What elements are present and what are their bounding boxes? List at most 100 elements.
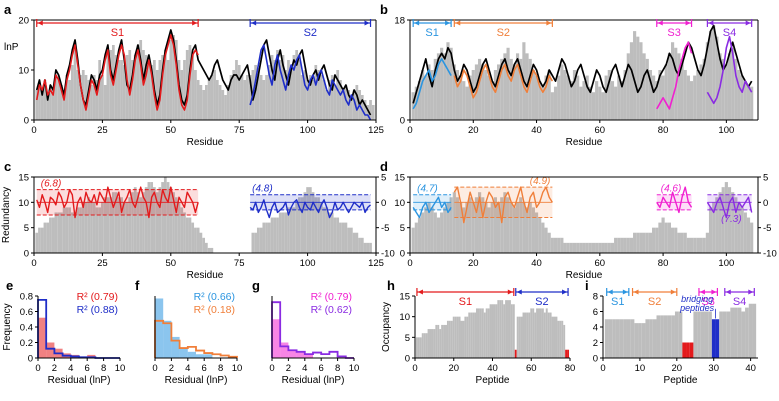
coverage-bar xyxy=(522,202,526,253)
coverage-bar xyxy=(414,222,418,253)
panel-d-axes xyxy=(409,176,759,254)
coverage-bar xyxy=(114,55,118,120)
occupancy-bar xyxy=(526,312,529,358)
y-tick-label: 15 xyxy=(399,292,410,303)
coverage-bar xyxy=(43,222,47,253)
coverage-bar xyxy=(194,227,197,253)
series-line-model xyxy=(412,24,753,104)
coverage-bar xyxy=(740,207,744,253)
coverage-bar xyxy=(598,86,602,120)
y-tick-label: 10 xyxy=(18,66,29,77)
coverage-bar xyxy=(645,58,649,120)
coverage-bar xyxy=(360,95,364,120)
coverage-bar xyxy=(155,70,159,120)
segment-arrowhead-right xyxy=(622,289,628,295)
occupancy-bar xyxy=(419,337,422,358)
coverage-bar xyxy=(73,50,77,120)
x-tick-label: 0 xyxy=(35,363,40,374)
coverage-bar xyxy=(350,95,353,120)
histogram-bar xyxy=(296,352,305,358)
x-axis-label: Peptide xyxy=(476,375,510,386)
segment-arrowhead-right xyxy=(192,20,198,26)
occupancy-bar xyxy=(555,316,558,358)
x-axis-label: Residual (lnP) xyxy=(282,375,345,386)
legend-r2-value: (0.66) xyxy=(208,291,235,303)
coverage-bar xyxy=(207,247,211,253)
coverage-bar xyxy=(620,237,624,253)
coverage-bar xyxy=(515,202,520,253)
y-tick-label: 0.2 xyxy=(20,338,33,349)
histogram-bar xyxy=(38,317,47,358)
occupancy-bar xyxy=(682,342,687,358)
coverage-bar xyxy=(355,85,359,120)
panel-g-axes xyxy=(271,296,354,359)
occupancy-bar xyxy=(446,320,449,358)
legend-r2-label: R² xyxy=(311,304,325,316)
coverage-bar xyxy=(166,182,170,253)
x-tick-label: 2 xyxy=(286,363,291,374)
segment-s2-marker: S2 xyxy=(249,19,372,39)
legend-r2-label: R² xyxy=(77,291,91,303)
occupancy-bar xyxy=(431,329,434,358)
segment-arrowhead-right xyxy=(748,289,754,295)
coverage-bar xyxy=(101,202,104,253)
coverage-bar xyxy=(267,65,271,120)
coverage-bar xyxy=(38,85,41,120)
coverage-bar xyxy=(702,58,706,120)
x-tick-label: 10 xyxy=(349,363,360,374)
segment-arrowhead-right xyxy=(685,20,691,26)
coverage-bar xyxy=(292,55,296,120)
x-tick-label: 8 xyxy=(335,363,340,374)
coverage-bar xyxy=(325,207,329,253)
coverage-bar xyxy=(114,192,118,253)
coverage-bar xyxy=(267,222,271,253)
coverage-bar xyxy=(125,202,129,253)
coverage-bar xyxy=(180,70,184,120)
occupancy-bar xyxy=(612,319,616,358)
occupancy-bar xyxy=(417,337,420,358)
band-annotation: (4.7) xyxy=(417,184,438,195)
coverage-bar xyxy=(273,60,277,120)
coverage-bar xyxy=(38,227,41,253)
coverage-bar xyxy=(344,85,348,120)
x-tick-label: 6 xyxy=(202,363,207,374)
occupancy-bar xyxy=(656,315,661,358)
y2-tick-label: -10 xyxy=(763,249,777,260)
coverage-bar xyxy=(468,197,472,253)
coverage-bar xyxy=(636,36,640,120)
segment-label: S3 xyxy=(701,296,714,308)
band-annotation: (4.9) xyxy=(530,176,551,187)
occupancy-bar xyxy=(497,300,500,358)
coverage-bar xyxy=(352,90,356,120)
segment-arrowhead-left xyxy=(607,289,613,295)
coverage-bar xyxy=(98,207,102,253)
segment-arrowhead-right xyxy=(507,289,513,295)
x-axis-label: Peptide xyxy=(664,375,698,386)
residual-band-red xyxy=(36,189,199,216)
coverage-bar xyxy=(591,242,596,253)
coverage-bar xyxy=(43,80,47,120)
coverage-bar xyxy=(205,85,208,120)
coverage-bar xyxy=(544,227,548,253)
coverage-bar xyxy=(174,197,178,253)
x-tick-label: 80 xyxy=(658,258,669,269)
coverage-bar xyxy=(300,197,304,253)
panel-label: i xyxy=(585,278,589,293)
coverage-bar xyxy=(79,75,82,120)
coverage-bar xyxy=(671,227,675,253)
histogram-bar xyxy=(204,354,213,358)
coverage-bar xyxy=(366,242,370,253)
coverage-bar xyxy=(724,64,728,120)
coverage-bar xyxy=(424,207,428,253)
coverage-bar xyxy=(336,70,340,120)
occupancy-bar xyxy=(464,316,467,358)
occupancy-bar xyxy=(563,324,566,358)
coverage-bar xyxy=(715,36,719,120)
series-line-s2-fit xyxy=(453,63,554,99)
coverage-bar xyxy=(487,75,491,120)
coverage-bar xyxy=(443,207,447,253)
coverage-bar xyxy=(658,222,662,253)
segment-arrowhead-left xyxy=(414,20,420,26)
coverage-bar xyxy=(487,207,491,253)
